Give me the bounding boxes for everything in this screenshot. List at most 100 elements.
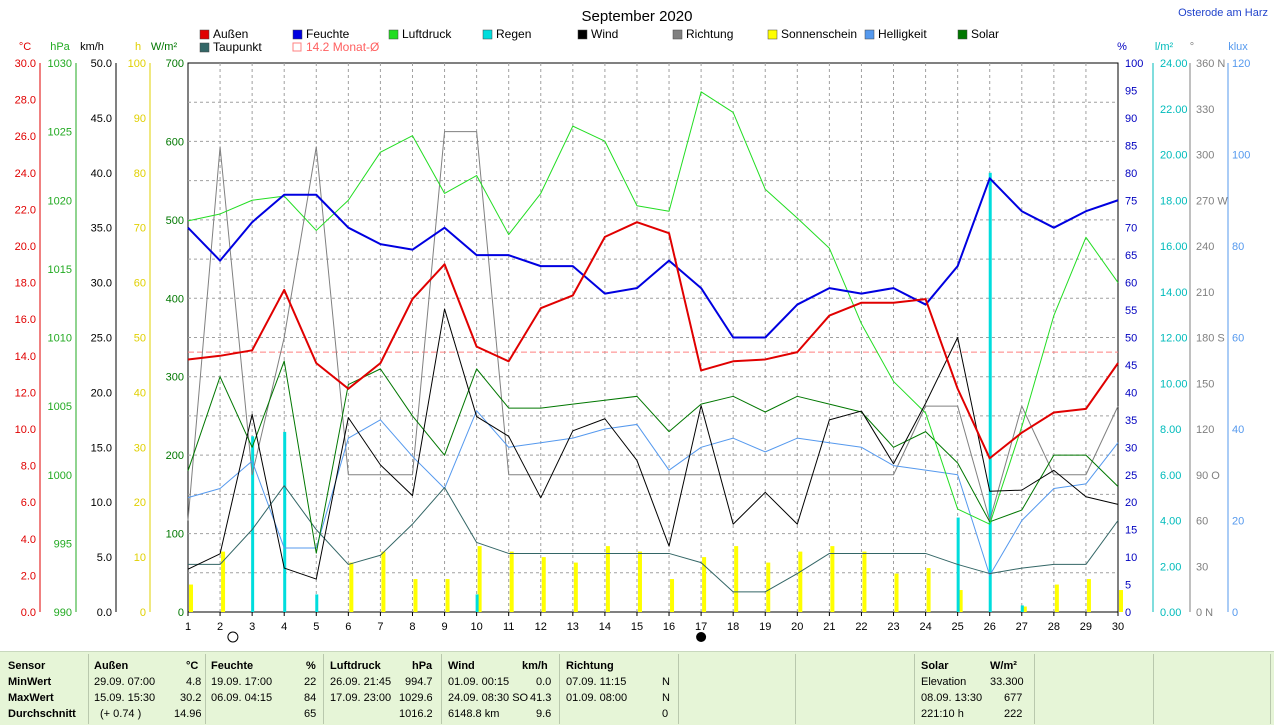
x-tick-label: 28 bbox=[1048, 621, 1060, 633]
wind-axis-tick: 45.0 bbox=[91, 113, 112, 125]
rain-bar bbox=[988, 172, 992, 613]
x-axis: 1 2 3 4 5 6 7 8 9 10 11 12 13 14 15 16 17 18 19 20 21 22 23 24 2… bbox=[185, 612, 1124, 643]
direction-axis-tick: 60 bbox=[1196, 516, 1208, 528]
stats-richtung-header: Richtung bbox=[566, 660, 614, 672]
x-tick-label: 13 bbox=[567, 621, 579, 633]
legend-label: Luftdruck bbox=[402, 27, 452, 41]
stats-feuchte-max-time: 06.09. 04:15 bbox=[211, 692, 273, 704]
sunshine-bar bbox=[1022, 606, 1027, 612]
stats-solar-max-time: 08.09. 13:30 bbox=[921, 692, 983, 704]
stats-solar-unit: W/m² bbox=[990, 660, 1017, 672]
rain-bar bbox=[1020, 605, 1024, 612]
wind-axis-tick: 25.0 bbox=[91, 333, 112, 345]
humidity-axis-tick: 85 bbox=[1125, 140, 1137, 152]
legend-label: Taupunkt bbox=[213, 40, 262, 54]
direction-axis-tick: 270 W bbox=[1196, 195, 1228, 207]
sun-axis-tick: 60 bbox=[134, 278, 146, 290]
x-tick-label: 21 bbox=[823, 621, 835, 633]
stats-richtung-max: N bbox=[662, 692, 670, 704]
humidity-axis-tick: 75 bbox=[1125, 195, 1137, 207]
temp-axis-tick: 26.0 bbox=[15, 131, 36, 143]
lux-axis-tick: 0 bbox=[1232, 607, 1238, 619]
x-tick-label: 24 bbox=[919, 621, 931, 633]
x-tick-label: 29 bbox=[1080, 621, 1092, 633]
sun-axis-tick: 30 bbox=[134, 442, 146, 454]
direction-axis-tick: 210 bbox=[1196, 287, 1214, 299]
x-tick-label: 7 bbox=[377, 621, 383, 633]
temp-axis-tick: 0.0 bbox=[21, 607, 36, 619]
sunshine-bar bbox=[862, 551, 867, 612]
grid bbox=[187, 62, 1119, 613]
temp-axis-tick: 10.0 bbox=[15, 424, 36, 436]
x-tick-label: 17 bbox=[695, 621, 707, 633]
humidity-axis-tick: 10 bbox=[1125, 552, 1137, 564]
stats-aussen-avg: 14.96 bbox=[174, 708, 202, 720]
humidity-axis-tick: 35 bbox=[1125, 415, 1137, 427]
humidity-axis-tick: 20 bbox=[1125, 497, 1137, 509]
stats-luftdruck-max: 1029.6 bbox=[399, 692, 433, 704]
humidity-axis-tick: 55 bbox=[1125, 305, 1137, 317]
temp-axis-tick: 28.0 bbox=[15, 95, 36, 107]
solar-axis-tick: 0 bbox=[178, 607, 184, 619]
solar-axis-tick: 700 bbox=[166, 58, 184, 70]
legend-swatch bbox=[864, 29, 875, 40]
stats-aussen-min-time: 29.09. 07:00 bbox=[94, 676, 156, 688]
solar-axis-unit: W/m² bbox=[151, 41, 178, 53]
dewpoint-line bbox=[188, 485, 1119, 593]
stats-feuchte-max: 84 bbox=[304, 692, 317, 704]
legend: Außen Feuchte Luftdruck Regen Wind Richtung So… bbox=[199, 27, 999, 54]
stats-row-label: MinWert bbox=[8, 676, 52, 688]
humidity-axis-tick: 100 bbox=[1125, 58, 1143, 70]
wind-axis-tick: 20.0 bbox=[91, 387, 112, 399]
sunshine-bar bbox=[1054, 584, 1059, 612]
stats-luftdruck-avg: 1016.2 bbox=[399, 708, 433, 720]
solar-axis-tick: 100 bbox=[166, 529, 184, 541]
temp-axis-tick: 20.0 bbox=[15, 241, 36, 253]
rain-axis-tick: 10.00 bbox=[1160, 378, 1188, 390]
stats-wind-min: 0.0 bbox=[536, 676, 552, 688]
direction-axis-tick: 360 N bbox=[1196, 58, 1225, 70]
humidity-axis-tick: 15 bbox=[1125, 525, 1137, 537]
stats-sensor-header: Sensor bbox=[8, 660, 46, 672]
stats-solar-hours: 221:10 h bbox=[921, 708, 964, 720]
rain-axis-tick: 14.00 bbox=[1160, 287, 1188, 299]
rain-axis-tick: 0.00 bbox=[1160, 607, 1181, 619]
stats-luftdruck-min-time: 26.09. 21:45 bbox=[330, 676, 392, 688]
sun-axis-tick: 40 bbox=[134, 387, 146, 399]
temp-axis-tick: 16.0 bbox=[15, 314, 36, 326]
humidity-axis-tick: 25 bbox=[1125, 470, 1137, 482]
humidity-axis-tick: 30 bbox=[1125, 442, 1137, 454]
lux-axis-tick: 120 bbox=[1232, 58, 1250, 70]
temp-axis-tick: 14.0 bbox=[15, 351, 36, 363]
solar-axis-tick: 300 bbox=[166, 372, 184, 384]
temp-axis-tick: 30.0 bbox=[15, 58, 36, 70]
direction-axis-unit: ° bbox=[1190, 41, 1194, 53]
legend-swatch bbox=[199, 42, 210, 53]
stats-aussen-delta: (+ 0.74 ) bbox=[100, 708, 142, 720]
x-tick-label: 22 bbox=[855, 621, 867, 633]
sunshine-bar bbox=[605, 546, 610, 612]
stats-luftdruck-header: Luftdruck bbox=[330, 660, 381, 672]
rain-axis-tick: 12.00 bbox=[1160, 333, 1188, 345]
sunshine-bar bbox=[1086, 579, 1091, 612]
sunshine-bar bbox=[637, 551, 642, 612]
sunshine-bar bbox=[349, 562, 354, 612]
legend-label: Feuchte bbox=[306, 27, 350, 41]
temp-axis-tick: 18.0 bbox=[15, 278, 36, 290]
sunshine-bar bbox=[734, 546, 739, 612]
sunshine-bar bbox=[189, 584, 193, 612]
legend-swatch bbox=[388, 29, 399, 40]
legend-label: Solar bbox=[971, 27, 999, 41]
location-label: Osterode am Harz bbox=[1178, 7, 1268, 19]
series-lines bbox=[187, 91, 1119, 593]
stats-richtung-max-time: 01.09. 08:00 bbox=[566, 692, 628, 704]
sunshine-bar bbox=[830, 546, 835, 612]
sunshine-bar bbox=[670, 579, 675, 612]
rain-axis-tick: 6.00 bbox=[1160, 470, 1181, 482]
stats-aussen-max: 30.2 bbox=[180, 692, 202, 704]
wind-axis-tick: 40.0 bbox=[91, 168, 112, 180]
lux-axis-tick: 60 bbox=[1232, 333, 1244, 345]
x-tick-label: 14 bbox=[599, 621, 611, 633]
stats-wind-max: 41.3 bbox=[530, 692, 552, 704]
pressure-axis-tick: 995 bbox=[54, 538, 72, 550]
